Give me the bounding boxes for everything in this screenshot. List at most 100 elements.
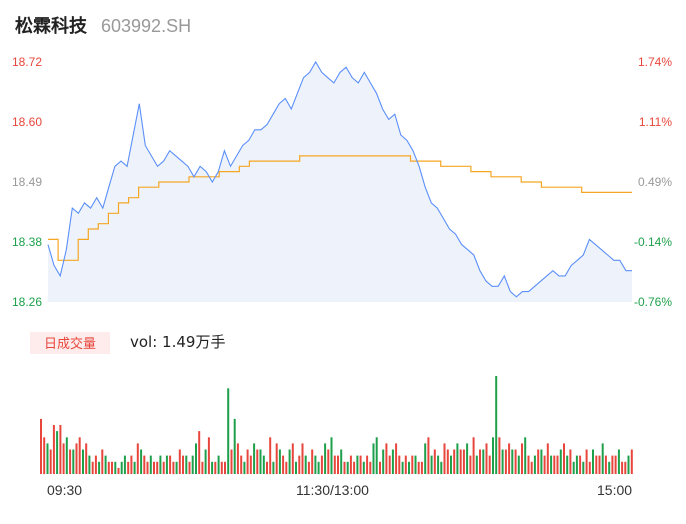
time-label-midday: 11:30/13:00 [296, 482, 369, 498]
volume-bar [349, 455, 352, 474]
volume-bar [517, 455, 520, 474]
volume-bar [524, 437, 527, 475]
volume-bar [324, 443, 327, 474]
price-plot [47, 60, 632, 302]
volume-bar [188, 461, 191, 475]
volume-bar [537, 449, 540, 474]
volume-tag-label: 日成交量 [44, 336, 96, 352]
volume-bar [569, 449, 572, 474]
volume-bar [259, 449, 262, 474]
volume-bar [385, 443, 388, 474]
volume-bar [236, 443, 239, 474]
volume-bar [382, 449, 385, 474]
volume-bar [546, 443, 549, 474]
volume-bar [485, 443, 488, 474]
volume-bar [288, 449, 291, 474]
percent-tick: -0.14% [634, 235, 672, 249]
price-tick: 18.38 [12, 235, 42, 249]
volume-bar [169, 455, 172, 474]
volume-bar [556, 455, 559, 474]
volume-bar [243, 461, 246, 475]
volume-bar [246, 449, 249, 474]
volume-bar [298, 455, 301, 474]
volume-bar [198, 431, 201, 474]
volume-bar [136, 443, 139, 474]
volume-bar [224, 461, 226, 475]
volume-bar [362, 461, 365, 475]
volume-bar [230, 449, 233, 474]
volume-bar [479, 449, 481, 474]
volume-bar [466, 443, 469, 474]
volume-bar [88, 455, 91, 474]
volume-bar [340, 449, 343, 474]
volume-bar [327, 449, 330, 474]
volume-bar [582, 461, 585, 475]
volume-bar [395, 443, 398, 474]
volume-bar [127, 461, 130, 475]
volume-bar [211, 461, 214, 475]
percent-tick: 0.49% [638, 175, 672, 189]
volume-bar [133, 461, 136, 475]
volume-bar [530, 461, 533, 475]
volume-bar [178, 449, 181, 474]
volume-bar [314, 455, 317, 474]
volume-bar [185, 455, 188, 474]
volume-bar [227, 388, 230, 475]
volume-bar [295, 461, 297, 475]
percent-tick: 1.74% [638, 55, 672, 69]
price-tick: 18.72 [12, 55, 42, 69]
volume-bar [149, 455, 152, 474]
volume-bar [550, 455, 553, 474]
volume-bar [104, 455, 107, 474]
percent-axis: 1.74% 1.11% 0.49% -0.14% -0.76% [634, 55, 672, 309]
volume-bar [291, 443, 294, 474]
volume-bar [433, 449, 436, 474]
volume-bar [453, 449, 456, 474]
volume-bar [153, 461, 155, 475]
volume-bar [356, 455, 359, 474]
volume-bar [117, 467, 120, 474]
volume-bar [282, 455, 285, 474]
volume-bar [566, 455, 569, 474]
volume-bar [262, 455, 265, 474]
volume-bar [304, 455, 307, 474]
volume-bar [417, 461, 420, 475]
volume-bar [401, 461, 404, 475]
volume-bar [269, 437, 272, 475]
price-area [48, 62, 632, 302]
volume-bar [114, 461, 117, 475]
volume-bar [492, 437, 494, 475]
volume-bar [98, 461, 101, 475]
volume-bar [450, 455, 452, 474]
volume-bar [575, 455, 578, 474]
volume-bar [240, 455, 243, 474]
volume-bar [253, 443, 256, 474]
volume-bar [414, 455, 417, 474]
time-label-open: 09:30 [47, 482, 82, 498]
volume-bar [123, 455, 126, 474]
volume-bar [595, 455, 598, 474]
price-line [47, 60, 632, 298]
volume-bar [320, 455, 323, 474]
volume-bar [256, 449, 259, 474]
volume-bar [69, 449, 72, 474]
volume-bar [46, 443, 49, 474]
volume-bar [75, 443, 78, 474]
volume-bar [120, 461, 123, 475]
volume-bar [101, 449, 104, 474]
stock-name: 松霖科技 [15, 15, 88, 37]
volume-bar [143, 455, 146, 474]
volume-bar [62, 443, 65, 474]
volume-bar [411, 455, 414, 474]
volume-bar [233, 418, 236, 474]
volume-bar [475, 455, 478, 474]
volume-tag [30, 332, 110, 354]
volume-bar [559, 449, 562, 474]
volume-bar [56, 431, 59, 474]
volume-bar [195, 443, 197, 474]
volume-bar [40, 418, 42, 474]
percent-tick: -0.76% [634, 295, 672, 309]
volume-bar [301, 443, 304, 474]
volume-bar [627, 455, 630, 474]
volume-bar [82, 449, 84, 474]
